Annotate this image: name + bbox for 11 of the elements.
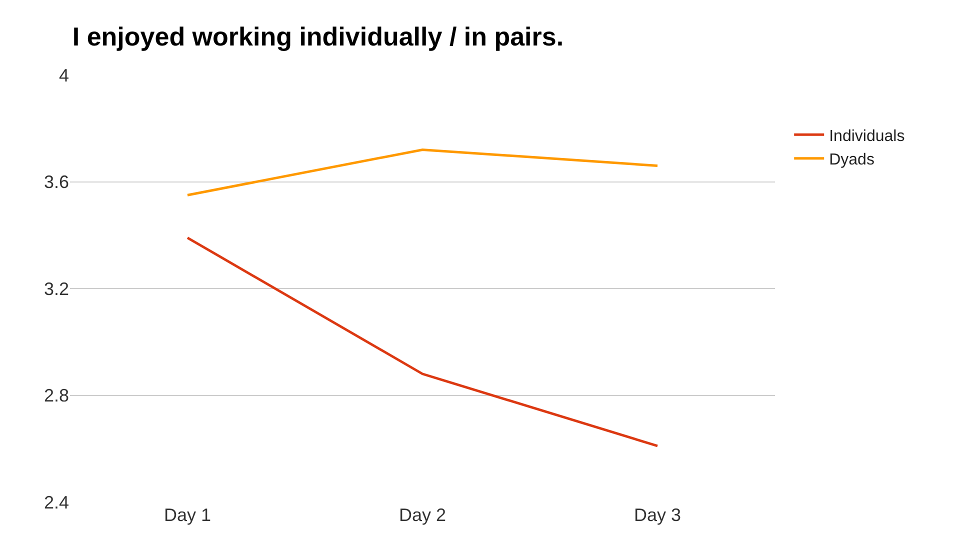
x-tick-label: Day 2	[398, 505, 446, 525]
x-tick-label: Day 3	[634, 505, 682, 525]
y-tick-label: 2.4	[44, 492, 69, 512]
x-tick-label: Day 1	[164, 505, 212, 525]
y-tick-label: 2.8	[44, 386, 69, 406]
y-tick-label: 4	[58, 65, 69, 86]
legend-label: Individuals	[829, 128, 905, 145]
legend-label: Dyads	[829, 152, 874, 169]
chart-title: I enjoyed working individually / in pairs.	[72, 22, 564, 52]
y-tick-label: 3.6	[44, 172, 69, 192]
y-tick-label: 3.2	[44, 278, 69, 299]
